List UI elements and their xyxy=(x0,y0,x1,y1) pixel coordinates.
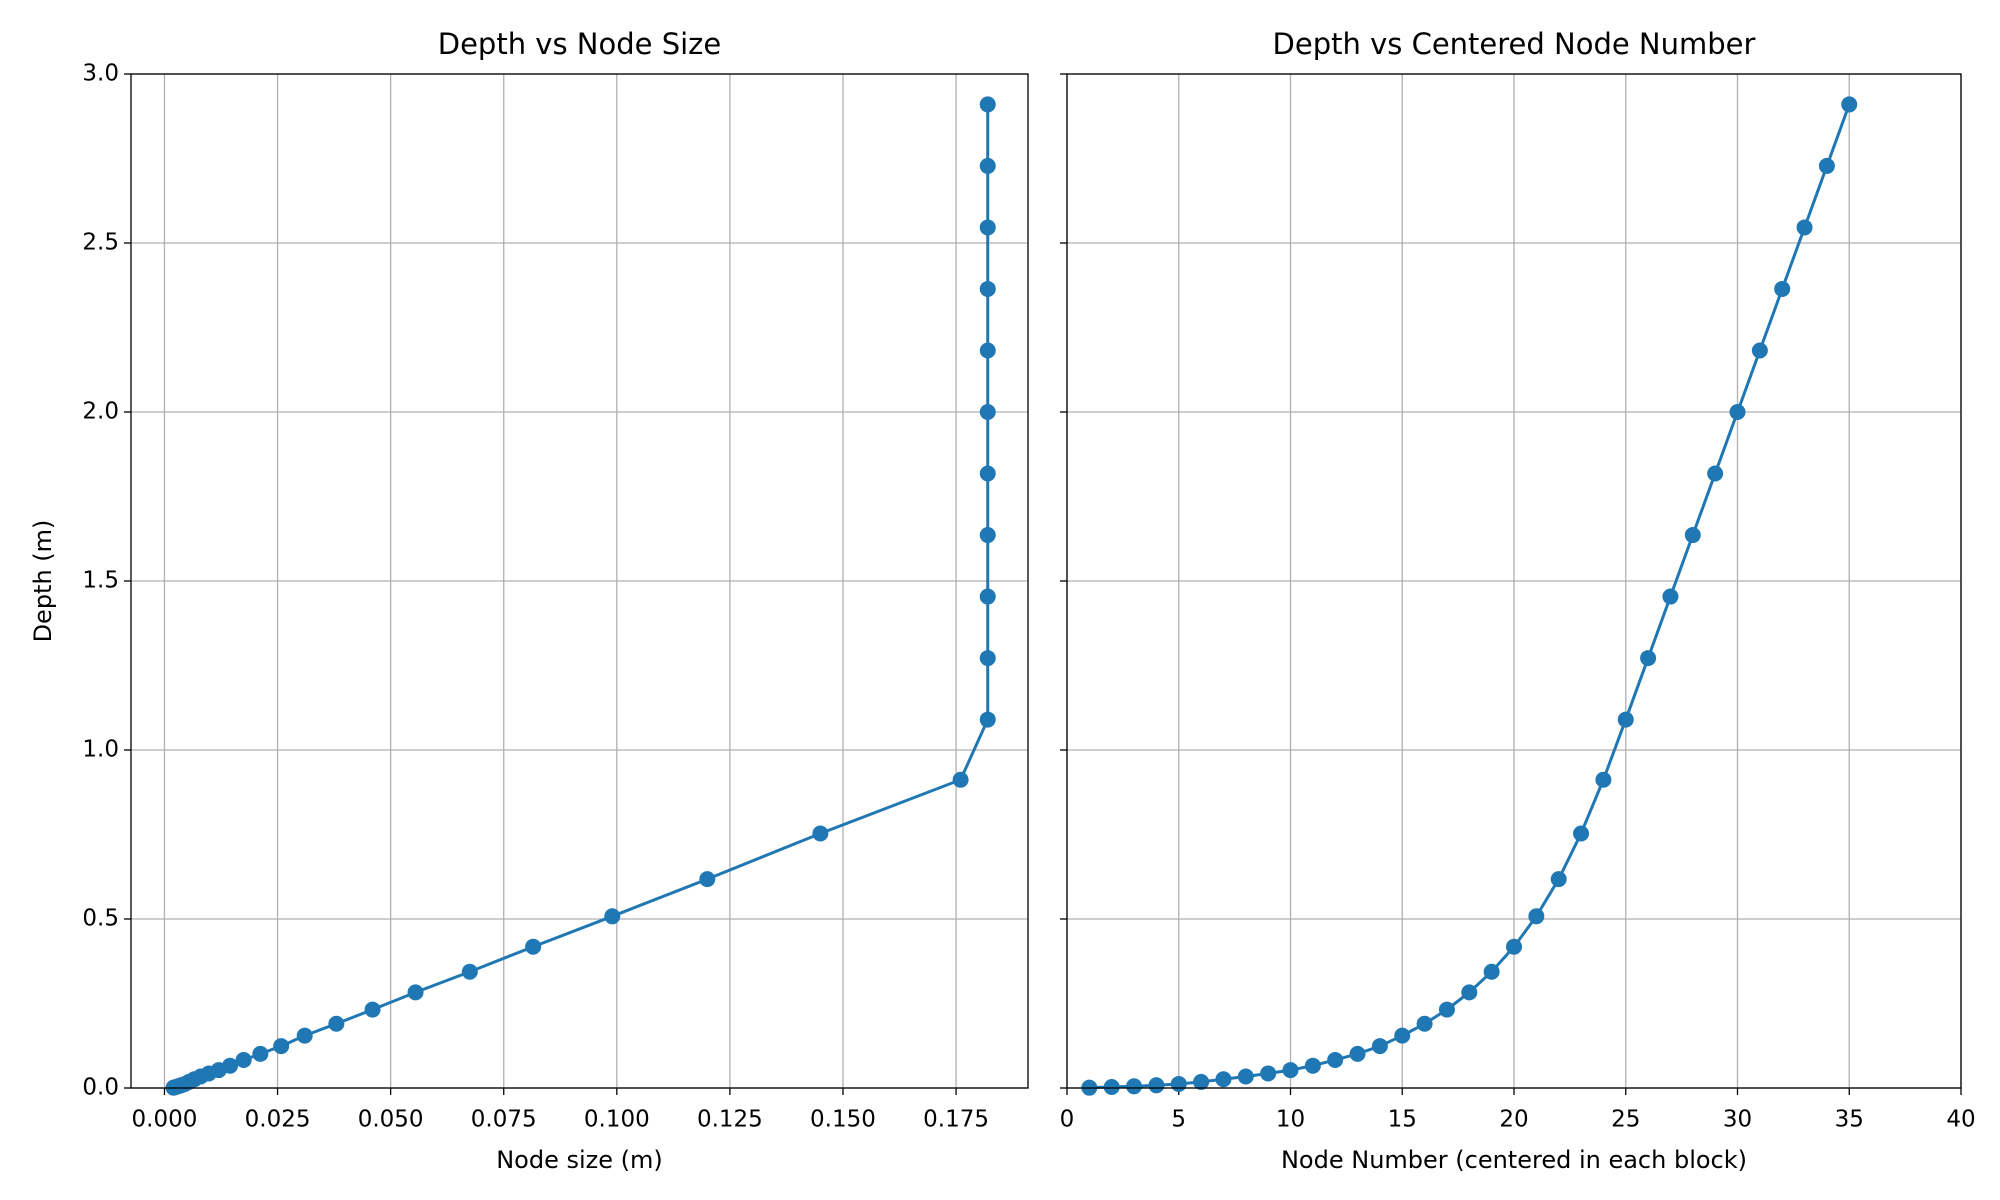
data-point xyxy=(1617,711,1634,728)
data-point xyxy=(1304,1057,1321,1074)
data-point xyxy=(1438,1001,1455,1018)
data-point xyxy=(979,219,996,236)
y-tick-label: 2.5 xyxy=(82,230,119,256)
data-point xyxy=(1595,771,1612,788)
data-point xyxy=(1461,984,1478,1001)
data-point xyxy=(364,1001,381,1018)
data-point xyxy=(328,1015,345,1032)
data-point xyxy=(1416,1015,1433,1032)
data-point xyxy=(1349,1045,1366,1062)
data-point xyxy=(979,465,996,482)
data-point xyxy=(1684,527,1701,544)
data-point xyxy=(1662,588,1679,605)
x-tick-label: 10 xyxy=(1276,1107,1305,1133)
x-tick-label: 0.125 xyxy=(697,1107,763,1133)
data-point xyxy=(235,1051,252,1068)
data-point xyxy=(979,404,996,420)
data-point xyxy=(296,1027,313,1044)
data-point xyxy=(252,1045,269,1062)
x-tick-label: 0.075 xyxy=(471,1107,537,1133)
data-point xyxy=(1237,1068,1254,1085)
x-tick-label: 40 xyxy=(1946,1107,1975,1133)
data-point xyxy=(1774,280,1791,297)
subplot: 0.000 0.025 0.050 0.075 0.100 0.125 0.150 0.175… xyxy=(29,27,1029,1174)
x-axis-label: Node Number (centered in each block) xyxy=(1281,1146,1747,1174)
y-tick-label: 3.0 xyxy=(82,61,119,87)
x-tick-label: 15 xyxy=(1388,1107,1417,1133)
data-point xyxy=(1170,1075,1187,1092)
x-tick-label: 25 xyxy=(1611,1107,1640,1133)
y-tick-label: 1.5 xyxy=(82,568,119,594)
data-point xyxy=(1371,1038,1388,1055)
data-point xyxy=(461,963,478,980)
data-point xyxy=(1506,938,1522,955)
data-point xyxy=(273,1038,290,1055)
axes-frame xyxy=(130,73,1029,1089)
data-point xyxy=(699,871,716,888)
x-tick-label: 0 xyxy=(1060,1107,1075,1133)
data-point xyxy=(1528,908,1545,925)
data-point xyxy=(1215,1071,1232,1088)
chart-title: Depth vs Node Size xyxy=(438,27,721,61)
data-point xyxy=(979,157,996,174)
y-tick-label: 2.0 xyxy=(82,399,119,425)
data-point xyxy=(407,984,424,1001)
data-point xyxy=(222,1057,239,1074)
data-point xyxy=(1148,1077,1165,1094)
data-point xyxy=(1193,1073,1210,1090)
data-point xyxy=(1751,342,1768,359)
data-point xyxy=(1640,650,1657,667)
subplot: 0 5 10 15 20 25 30 35 40 Depth vs Centered Node N… xyxy=(1060,27,1976,1174)
data-point xyxy=(979,588,996,605)
data-point xyxy=(1327,1051,1344,1068)
data-point xyxy=(604,908,621,925)
x-tick-label: 20 xyxy=(1499,1107,1528,1133)
x-tick-label: 0.100 xyxy=(584,1107,650,1133)
x-tick-label: 0.000 xyxy=(132,1107,198,1133)
data-point xyxy=(979,711,996,728)
data-point xyxy=(1818,157,1835,174)
data-point xyxy=(1103,1078,1120,1095)
data-point xyxy=(1573,825,1590,842)
data-point xyxy=(812,825,829,842)
data-point xyxy=(1841,96,1858,113)
data-point xyxy=(979,650,996,667)
x-tick-label: 30 xyxy=(1723,1107,1752,1133)
data-point xyxy=(525,938,542,955)
data-line xyxy=(1089,103,1851,1090)
x-tick-label: 0.050 xyxy=(358,1107,424,1133)
y-tick-label: 1.0 xyxy=(82,737,119,763)
y-tick-label: 0.0 xyxy=(82,1075,119,1101)
y-axis-label: Depth (m) xyxy=(29,520,57,643)
chart-title: Depth vs Centered Node Number xyxy=(1273,27,1756,61)
data-point xyxy=(1550,871,1567,888)
data-point xyxy=(952,771,969,788)
data-point xyxy=(979,342,996,359)
data-point xyxy=(1394,1027,1411,1044)
data-point xyxy=(1729,404,1746,420)
data-point xyxy=(979,280,996,297)
x-axis-label: Node size (m) xyxy=(496,1146,663,1174)
data-point xyxy=(979,96,996,113)
data-point xyxy=(1707,465,1724,482)
data-point xyxy=(1126,1078,1143,1095)
data-line xyxy=(173,104,990,1090)
data-point xyxy=(979,527,996,544)
x-tick-label: 0.025 xyxy=(245,1107,311,1133)
data-point xyxy=(1260,1065,1277,1082)
data-point xyxy=(1483,963,1500,980)
data-point xyxy=(1282,1062,1299,1079)
data-point xyxy=(1796,219,1813,236)
axes-frame xyxy=(1066,73,1962,1089)
x-tick-label: 5 xyxy=(1171,1107,1186,1133)
x-tick-label: 35 xyxy=(1835,1107,1864,1133)
x-tick-label: 0.175 xyxy=(923,1107,989,1133)
y-tick-label: 0.5 xyxy=(82,906,119,932)
x-tick-label: 0.150 xyxy=(810,1107,876,1133)
